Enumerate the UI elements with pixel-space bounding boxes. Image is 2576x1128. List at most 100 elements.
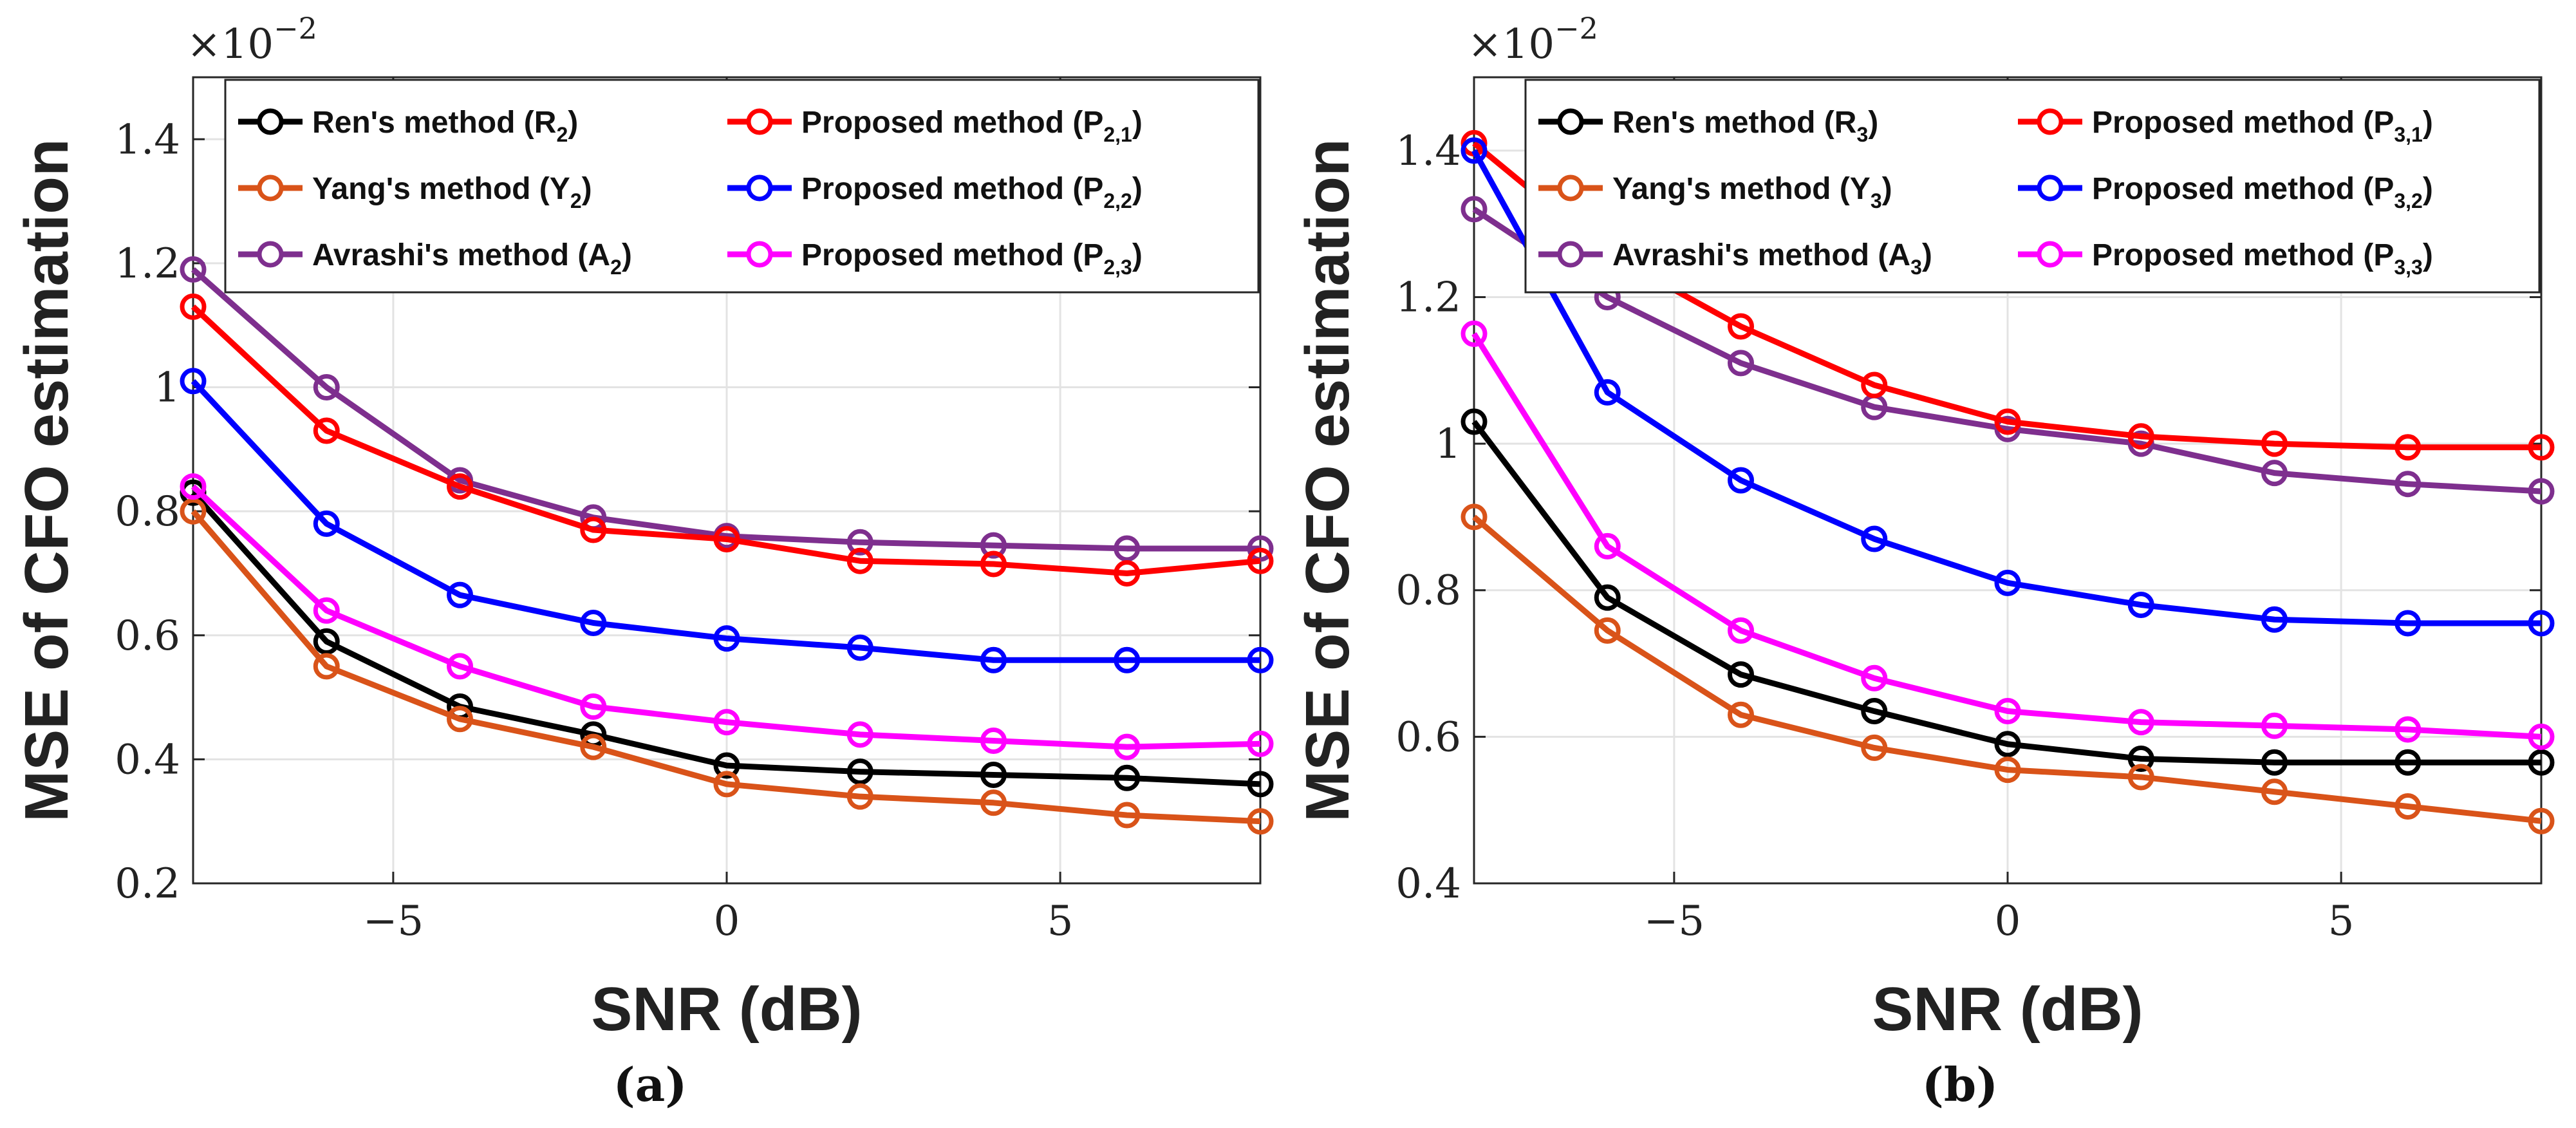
legend-label-subscript: 3,2 <box>2394 189 2422 212</box>
x-tick-label: −5 <box>1644 898 1704 945</box>
data-point-s2 <box>2394 471 2422 498</box>
series-line-2 <box>191 267 1260 552</box>
data-point-s4 <box>180 368 207 395</box>
legend-label-subscript: 2,3 <box>1103 256 1132 279</box>
panel-caption: (a) <box>613 1057 687 1112</box>
legend-label-close: ) <box>2423 172 2433 206</box>
y-tick-label: 0.6 <box>115 612 180 660</box>
data-point-s0 <box>846 758 873 785</box>
y-tick-label: 0.8 <box>1395 567 1461 615</box>
data-point-s4 <box>2394 610 2422 637</box>
data-point-s0 <box>1594 584 1621 611</box>
data-point-s1 <box>980 789 1007 816</box>
data-point-s1 <box>1247 808 1274 835</box>
data-point-s1 <box>580 733 607 760</box>
chart-panel-b: −5 0 5 0.4 0.6 0.8 1 1.2 1.4 ×10−2 SNR (dB) MSE of … <box>1293 11 2555 1112</box>
data-point-s5 <box>846 721 873 748</box>
legend-label-name: Ren's method (R <box>312 106 556 140</box>
y-tick-label: 0.6 <box>1395 713 1461 761</box>
data-point-s1 <box>1461 503 1488 531</box>
data-point-s5 <box>1461 320 1488 347</box>
series-line-2 <box>1472 207 2542 494</box>
legend-label-close: ) <box>1132 106 1143 140</box>
data-point-s2 <box>980 532 1007 559</box>
data-point-s2 <box>180 256 207 283</box>
legend-label-0: Ren's method (R2) <box>312 106 578 146</box>
data-point-s1 <box>2394 793 2422 820</box>
data-point-s5 <box>1861 664 1888 691</box>
data-point-s1 <box>1114 802 1141 829</box>
data-point-s5 <box>2261 712 2288 739</box>
data-point-s1 <box>180 498 207 525</box>
data-point-s1 <box>447 706 473 733</box>
data-point-s3 <box>1994 408 2021 435</box>
data-point-s2 <box>846 529 873 556</box>
data-point-s2 <box>2528 478 2555 505</box>
legend-label-subscript: 3,1 <box>2394 123 2422 146</box>
data-point-s4 <box>1861 525 1888 552</box>
legend-label-5: Proposed method (P3,3) <box>2092 238 2433 279</box>
series-line-5 <box>1471 332 2542 740</box>
y-tick-label: 0.4 <box>1395 860 1461 908</box>
legend-label-subscript: 3 <box>1856 123 1868 146</box>
legend-label-subscript: 3 <box>1871 189 1882 212</box>
legend-label-name: Avrashi's method (A <box>1612 238 1910 272</box>
legend-label-2: Avrashi's method (A3) <box>1612 238 1932 279</box>
data-point-s1 <box>1728 701 1754 728</box>
series-line-5 <box>191 484 1261 750</box>
data-point-s2 <box>2261 460 2288 487</box>
legend-label-close: ) <box>1882 172 1892 206</box>
data-point-s4 <box>1594 379 1621 406</box>
legend-label-close: ) <box>582 172 592 206</box>
series-line-1 <box>191 509 1261 825</box>
y-exponent-power: −2 <box>274 11 317 46</box>
data-point-s1 <box>1994 757 2021 784</box>
data-point-s5 <box>2127 709 2154 736</box>
data-point-s4 <box>1114 646 1141 673</box>
data-point-s1 <box>2127 764 2154 791</box>
data-point-s3 <box>846 547 873 574</box>
series-line-1 <box>1472 514 2542 824</box>
data-point-s0 <box>2528 749 2555 776</box>
series-line-0 <box>1471 420 2541 766</box>
legend-label-3: Proposed method (P2,1) <box>801 106 1143 146</box>
legend-marker-4 <box>746 174 773 202</box>
data-point-s5 <box>180 473 207 500</box>
x-tick-label: 0 <box>714 898 740 945</box>
legend-marker-4 <box>2037 174 2064 202</box>
legend-label-subscript: 2,1 <box>1103 123 1132 146</box>
legend-marker-1 <box>1557 174 1584 202</box>
legend-label-subscript: 2 <box>610 256 622 279</box>
legend-label-subscript: 2,2 <box>1103 189 1132 212</box>
legend-label-close: ) <box>622 238 632 272</box>
data-point-s1 <box>713 771 740 798</box>
y-tick-label: 1.2 <box>115 240 180 288</box>
data-point-s3 <box>1247 547 1274 574</box>
legend-label-close: ) <box>2423 238 2433 272</box>
data-point-s0 <box>1461 408 1488 435</box>
y-tick-label: 1.4 <box>115 116 180 164</box>
data-point-s3 <box>580 516 607 543</box>
y-axis-label: MSE of CFO estimation <box>12 138 81 822</box>
legend-label-subscript: 2 <box>556 123 568 146</box>
legend-label-subscript: 3 <box>1910 256 1922 279</box>
data-point-s2 <box>1247 535 1274 562</box>
legend-label-name: Ren's method (R <box>1612 106 1856 140</box>
legend-label-name: Avrashi's method (A <box>312 238 610 272</box>
x-tick-label: −5 <box>363 898 424 945</box>
legend-label-0: Ren's method (R3) <box>1612 106 1878 146</box>
y-tick-label: 1.4 <box>1395 127 1461 175</box>
data-point-s3 <box>2528 434 2555 461</box>
y-exponent-base: ×10 <box>187 21 274 68</box>
data-point-s3 <box>1861 371 1888 399</box>
y-exponent-label: ×10−2 <box>1468 11 1598 68</box>
y-exponent-label: ×10−2 <box>187 11 317 68</box>
data-point-s5 <box>2528 723 2555 750</box>
y-tick-label: 0.4 <box>115 736 180 784</box>
data-point-s4 <box>2127 591 2154 618</box>
legend-label-subscript: 3,3 <box>2394 256 2422 279</box>
data-point-s4 <box>980 646 1007 673</box>
data-point-s4 <box>2528 610 2555 637</box>
